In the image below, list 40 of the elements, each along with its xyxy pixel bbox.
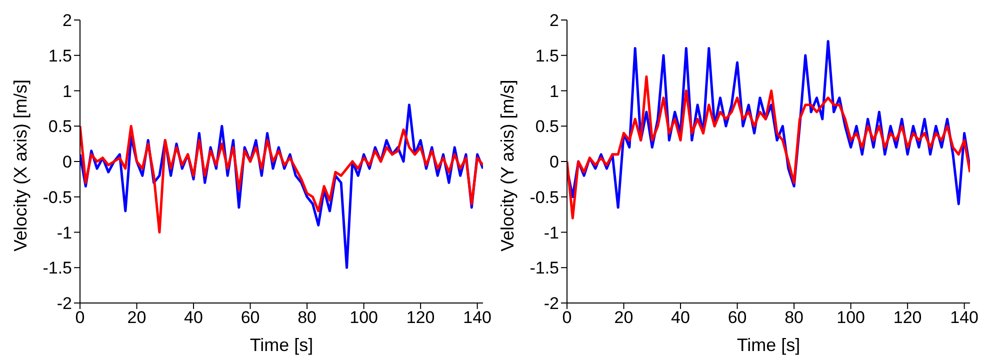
- y-tick-label: 0.5: [535, 117, 559, 136]
- x-axis-title: Time [s]: [250, 335, 314, 355]
- y-tick-label: -1: [56, 223, 72, 242]
- x-tick-label: 40: [671, 308, 690, 328]
- y-tick-label: 0: [62, 152, 72, 172]
- y-tick-label: 1: [62, 82, 72, 101]
- x-tick-label: 80: [298, 308, 317, 328]
- y-tick-label: 0.5: [48, 117, 72, 136]
- x-tick-label: 140: [950, 308, 979, 328]
- x-tick-label: 140: [463, 308, 492, 328]
- y-tick-label: 0: [550, 152, 559, 172]
- y-tick-label: 2: [550, 11, 559, 30]
- y-tick-label: -2: [544, 294, 559, 314]
- y-tick-label: -1.5: [42, 258, 72, 278]
- y-tick-label: 1: [550, 82, 559, 101]
- x-tick-label: 0: [562, 308, 572, 328]
- y-tick-label: -1: [544, 223, 559, 242]
- y-tick-label: 1.5: [48, 46, 72, 66]
- y-tick-label: -0.5: [530, 188, 559, 207]
- x-tick-label: 120: [406, 308, 435, 328]
- x-tick-label: 60: [728, 308, 747, 328]
- y-tick-label: 2: [62, 11, 72, 30]
- y-tick-label: -1.5: [530, 258, 559, 278]
- x-tick-label: 100: [350, 308, 378, 328]
- x-axis-title: Time [s]: [736, 335, 800, 355]
- x-tick-label: 60: [240, 308, 260, 328]
- x-tick-label: 0: [75, 308, 85, 328]
- y-tick-label: 1.5: [535, 46, 559, 66]
- x-tick-label: 20: [614, 308, 634, 328]
- x-tick-label: 80: [784, 308, 804, 328]
- x-tick-label: 40: [184, 308, 203, 328]
- x-tick-label: 20: [127, 308, 146, 328]
- line-series: [80, 124, 483, 234]
- y-tick-label: -0.5: [42, 188, 72, 207]
- x-tick-label: 100: [836, 308, 865, 328]
- y-tick-label: -2: [56, 294, 72, 314]
- y-axis-title: Velocity (X axis) [m/s]: [10, 79, 30, 252]
- line-series: [567, 75, 970, 220]
- x-tick-label: 120: [893, 308, 922, 328]
- y-axis-title: Velocity (Y axis) [m/s]: [497, 80, 518, 252]
